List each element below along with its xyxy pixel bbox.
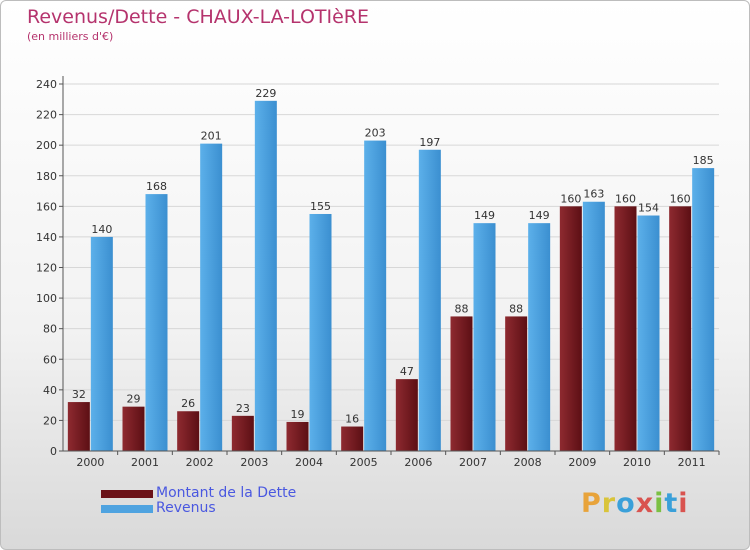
bar-revenue — [309, 213, 332, 451]
bar-revenue — [528, 223, 551, 451]
y-tick-label: 180 — [36, 170, 57, 183]
bar-debt — [341, 426, 364, 451]
y-tick-label: 40 — [43, 384, 57, 397]
bar-debt — [559, 206, 582, 451]
y-tick-label: 100 — [36, 292, 57, 305]
data-label-debt: 23 — [236, 402, 250, 415]
data-label-revenue: 201 — [201, 130, 222, 143]
bar-revenue — [637, 215, 660, 451]
data-label-revenue: 185 — [693, 154, 714, 167]
data-label-revenue: 168 — [146, 180, 167, 193]
bar-revenue — [418, 149, 441, 452]
bar-debt — [177, 411, 200, 451]
logo-letter: P — [581, 488, 602, 519]
data-label-revenue: 163 — [583, 188, 604, 201]
chart-subtitle: (en milliers d'€) — [27, 30, 114, 43]
bars-layer: 32 140 29 168 26 201 23 229 19 155 16 203 47 197 88 149… — [67, 87, 715, 452]
data-label-debt: 47 — [400, 365, 414, 378]
x-tick-label: 2001 — [131, 456, 159, 469]
x-tick-label: 2010 — [623, 456, 651, 469]
bar-revenue — [582, 201, 605, 451]
data-label-debt: 88 — [455, 302, 469, 315]
y-tick-label: 0 — [50, 445, 57, 458]
data-label-debt: 160 — [670, 192, 691, 205]
x-tick-label: 2011 — [678, 456, 706, 469]
bar-debt — [395, 379, 418, 451]
data-label-revenue: 197 — [419, 136, 440, 149]
bar-debt — [669, 206, 692, 451]
bar-revenue — [145, 194, 168, 451]
data-label-debt: 19 — [291, 408, 305, 421]
data-label-debt: 160 — [615, 192, 636, 205]
logo-letter: r — [601, 488, 617, 519]
data-label-debt: 29 — [127, 393, 141, 406]
x-tick-label: 2008 — [514, 456, 542, 469]
bar-debt — [286, 421, 309, 451]
y-tick-label: 160 — [36, 200, 57, 213]
logo-letter: x — [635, 488, 655, 519]
bar-debt — [231, 415, 254, 451]
data-label-debt: 16 — [345, 413, 359, 426]
data-label-revenue: 149 — [529, 209, 550, 222]
data-label-revenue: 155 — [310, 200, 331, 213]
data-label-debt: 160 — [560, 192, 581, 205]
legend-swatch-debt — [101, 490, 153, 498]
y-tick-label: 20 — [43, 414, 57, 427]
bar-revenue — [364, 140, 387, 451]
bar-revenue — [254, 100, 277, 451]
legend-swatch-revenue — [101, 505, 153, 513]
logo-letter: i — [678, 488, 689, 519]
x-tick-label: 2006 — [404, 456, 432, 469]
data-label-revenue: 154 — [638, 202, 659, 215]
data-label-debt: 26 — [181, 397, 195, 410]
y-tick-label: 220 — [36, 109, 57, 122]
data-label-debt: 88 — [509, 302, 523, 315]
bar-debt — [614, 206, 637, 451]
data-label-revenue: 229 — [255, 87, 276, 100]
bar-debt — [450, 316, 473, 451]
y-tick-label: 200 — [36, 139, 57, 152]
x-tick-label: 2007 — [459, 456, 487, 469]
x-tick-label: 2003 — [240, 456, 268, 469]
x-tick-label: 2005 — [350, 456, 378, 469]
bar-debt — [122, 406, 145, 451]
y-tick-label: 240 — [36, 78, 57, 91]
logo-letter: o — [616, 488, 636, 519]
data-label-revenue: 140 — [91, 223, 112, 236]
legend-label-revenue: Revenus — [156, 500, 216, 516]
x-tick-label: 2004 — [295, 456, 323, 469]
chart-title: Revenus/Dette - CHAUX-LA-LOTIèRE — [27, 6, 370, 28]
y-tick-label: 80 — [43, 323, 57, 336]
bar-debt — [505, 316, 528, 451]
bar-revenue — [692, 168, 715, 451]
data-label-debt: 32 — [72, 388, 86, 401]
y-tick-label: 140 — [36, 231, 57, 244]
x-tick-label: 2009 — [568, 456, 596, 469]
x-tick-label: 2000 — [76, 456, 104, 469]
bar-revenue — [90, 236, 113, 451]
logo-letter: t — [664, 488, 679, 519]
legend-label-debt: Montant de la Dette — [156, 485, 297, 501]
bar-revenue — [200, 143, 223, 451]
bar-debt — [67, 402, 90, 451]
proxiti-logo: Proxiti — [581, 488, 689, 519]
data-label-revenue: 203 — [365, 127, 386, 140]
data-label-revenue: 149 — [474, 209, 495, 222]
x-tick-label: 2002 — [186, 456, 214, 469]
y-tick-label: 60 — [43, 353, 57, 366]
logo-letter: i — [654, 488, 665, 519]
bar-revenue — [473, 223, 496, 451]
axis-layer: 0 20 40 60 80 100 120 140 160 180 200 220 240 2000 200… — [36, 76, 720, 469]
grid-layer — [63, 83, 719, 452]
y-tick-label: 120 — [36, 262, 57, 275]
